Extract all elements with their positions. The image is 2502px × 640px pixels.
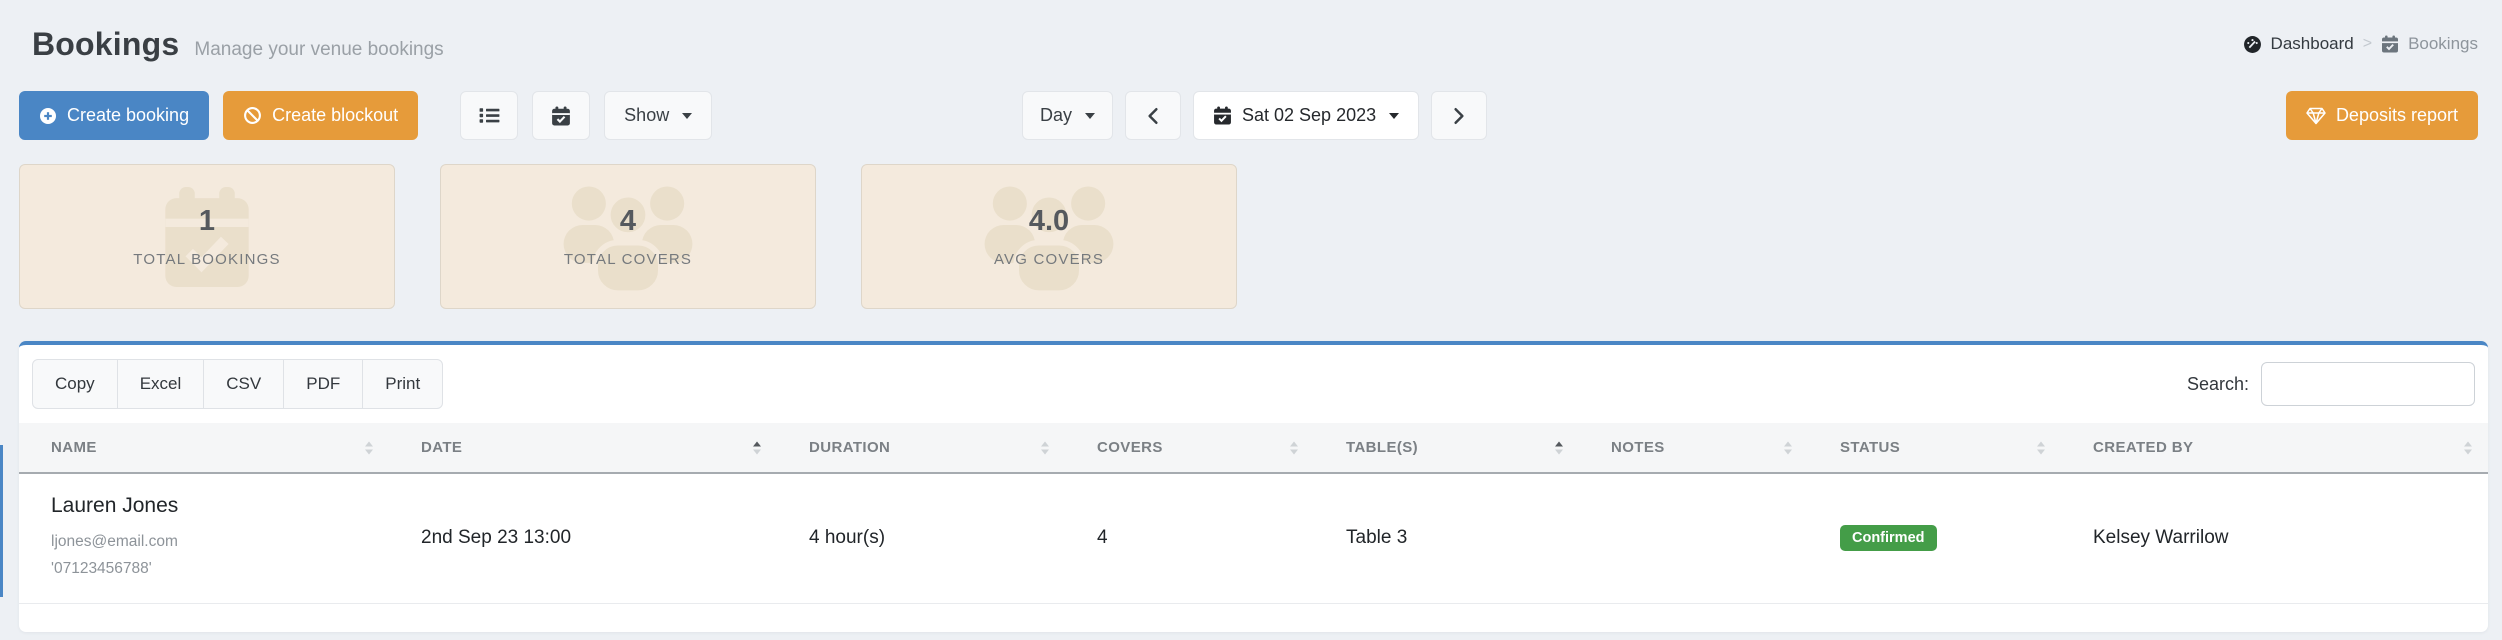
cell-created-by: Kelsey Warrilow bbox=[2061, 473, 2488, 604]
csv-button[interactable]: CSV bbox=[203, 359, 285, 409]
chevron-right-icon bbox=[1453, 107, 1465, 125]
cell-covers: 4 bbox=[1065, 473, 1314, 604]
search-label: Search: bbox=[2186, 373, 2249, 394]
sort-icon bbox=[1555, 441, 1563, 454]
left-edge-accent bbox=[0, 445, 3, 597]
booking-phone: '07123456788' bbox=[51, 560, 152, 578]
page-subtitle: Manage your venue bookings bbox=[194, 39, 444, 60]
sort-icon bbox=[2464, 441, 2472, 454]
users-group-watermark-icon bbox=[441, 165, 815, 308]
stat-label: TOTAL COVERS bbox=[563, 251, 693, 268]
stat-card-total-bookings: 1 TOTAL BOOKINGS bbox=[19, 164, 395, 309]
gem-icon bbox=[2306, 107, 2326, 125]
stat-card-avg-covers: 4.0 AVG COVERS bbox=[861, 164, 1237, 309]
column-header-status[interactable]: STATUS bbox=[1808, 423, 2061, 474]
booking-name: Lauren Jones bbox=[51, 494, 179, 518]
bookings-table-card: Copy Excel CSV PDF Print Search: NAME DA… bbox=[19, 341, 2488, 632]
ban-icon bbox=[243, 106, 262, 125]
deposits-report-button[interactable]: Deposits report bbox=[2285, 91, 2478, 140]
page-header: Bookings Manage your venue bookings Dash… bbox=[0, 0, 2502, 63]
stat-value: 1 bbox=[198, 205, 216, 237]
breadcrumb: Dashboard > Bookings bbox=[2243, 26, 2478, 54]
title-row: Bookings Manage your venue bookings bbox=[32, 26, 444, 63]
cell-name: Lauren Jones ljones@email.com '071234567… bbox=[19, 473, 389, 604]
previous-day-button[interactable] bbox=[1125, 91, 1181, 140]
users-group-watermark-icon bbox=[862, 165, 1236, 308]
create-blockout-button[interactable]: Create blockout bbox=[223, 91, 419, 140]
breadcrumb-dashboard-link[interactable]: Dashboard bbox=[2270, 34, 2354, 53]
breadcrumb-separator: > bbox=[2362, 35, 2373, 52]
status-badge: Confirmed bbox=[1840, 525, 1937, 552]
chevron-down-icon bbox=[1085, 112, 1096, 119]
sort-icon bbox=[1041, 441, 1049, 454]
cell-tables: Table 3 bbox=[1314, 473, 1579, 604]
breadcrumb-current: Bookings bbox=[2408, 34, 2478, 53]
column-header-name[interactable]: NAME bbox=[19, 423, 389, 474]
view-mode-dropdown[interactable]: Day bbox=[1022, 91, 1113, 140]
cell-date: 2nd Sep 23 13:00 bbox=[389, 473, 777, 604]
column-header-covers[interactable]: COVERS bbox=[1065, 423, 1314, 474]
stats-row: 1 TOTAL BOOKINGS 4 TOTAL COVERS 4.0 AVG … bbox=[19, 164, 2502, 309]
toolbar: Create booking Create blockout Show Day bbox=[0, 91, 2502, 140]
list-icon bbox=[479, 107, 500, 124]
calendar-check-icon bbox=[2381, 35, 2399, 53]
calendar-check-watermark-icon bbox=[20, 165, 394, 308]
view-mode-label: Day bbox=[1040, 105, 1073, 125]
stat-value: 4.0 bbox=[1028, 205, 1070, 237]
sort-icon bbox=[753, 441, 761, 454]
plus-circle-icon bbox=[39, 107, 57, 125]
show-label: Show bbox=[624, 105, 670, 125]
chevron-down-icon bbox=[1389, 112, 1400, 119]
create-blockout-label: Create blockout bbox=[272, 105, 399, 125]
pdf-button[interactable]: PDF bbox=[283, 359, 364, 409]
dashboard-icon bbox=[2243, 35, 2262, 54]
create-booking-label: Create booking bbox=[67, 105, 190, 125]
export-button-group: Copy Excel CSV PDF Print bbox=[32, 359, 444, 409]
column-header-duration[interactable]: DURATION bbox=[777, 423, 1065, 474]
cell-duration: 4 hour(s) bbox=[777, 473, 1065, 604]
deposits-report-label: Deposits report bbox=[2335, 105, 2458, 125]
calendar-check-icon bbox=[551, 106, 571, 126]
sort-icon bbox=[1290, 441, 1298, 454]
search-input[interactable] bbox=[2261, 362, 2475, 406]
bookings-table: NAME DATE DURATION COVERS TABLE(S) NOTES… bbox=[19, 423, 2488, 604]
column-header-date[interactable]: DATE bbox=[389, 423, 777, 474]
table-header-row: NAME DATE DURATION COVERS TABLE(S) NOTES… bbox=[19, 423, 2488, 474]
current-date-label: Sat 02 Sep 2023 bbox=[1242, 105, 1377, 125]
table-controls: Copy Excel CSV PDF Print Search: bbox=[19, 345, 2488, 423]
create-booking-button[interactable]: Create booking bbox=[19, 91, 210, 140]
excel-button[interactable]: Excel bbox=[116, 359, 205, 409]
toolbar-left-group: Create booking Create blockout Show bbox=[19, 91, 713, 140]
chevron-left-icon bbox=[1147, 107, 1159, 125]
sort-icon bbox=[365, 441, 373, 454]
column-header-tables[interactable]: TABLE(S) bbox=[1314, 423, 1579, 474]
date-picker-button[interactable]: Sat 02 Sep 2023 bbox=[1193, 91, 1420, 140]
stat-value: 4 bbox=[619, 205, 637, 237]
toolbar-right-group: Deposits report bbox=[2285, 91, 2478, 140]
calendar-check-icon bbox=[1213, 106, 1232, 125]
search-area: Search: bbox=[2187, 362, 2475, 406]
table-row[interactable]: Lauren Jones ljones@email.com '071234567… bbox=[19, 473, 2488, 604]
stat-label: TOTAL BOOKINGS bbox=[133, 251, 281, 268]
next-day-button[interactable] bbox=[1431, 91, 1488, 140]
column-header-notes[interactable]: NOTES bbox=[1579, 423, 1808, 474]
chevron-down-icon bbox=[682, 112, 693, 119]
show-dropdown-button[interactable]: Show bbox=[604, 91, 713, 140]
cell-status: Confirmed bbox=[1808, 473, 2061, 604]
sort-icon bbox=[1784, 441, 1792, 454]
stat-card-total-covers: 4 TOTAL COVERS bbox=[440, 164, 816, 309]
cell-notes bbox=[1579, 473, 1808, 604]
booking-email: ljones@email.com bbox=[51, 533, 178, 551]
column-header-created-by[interactable]: CREATED BY bbox=[2061, 423, 2488, 474]
copy-button[interactable]: Copy bbox=[32, 359, 118, 409]
print-button[interactable]: Print bbox=[362, 359, 444, 409]
sort-icon bbox=[2037, 441, 2045, 454]
calendar-view-button[interactable] bbox=[532, 91, 591, 140]
page-title: Bookings bbox=[32, 26, 180, 62]
list-view-button[interactable] bbox=[460, 91, 519, 140]
stat-label: AVG COVERS bbox=[993, 251, 1105, 268]
date-navigation-group: Day Sat 02 Sep 2023 bbox=[1022, 91, 1488, 140]
